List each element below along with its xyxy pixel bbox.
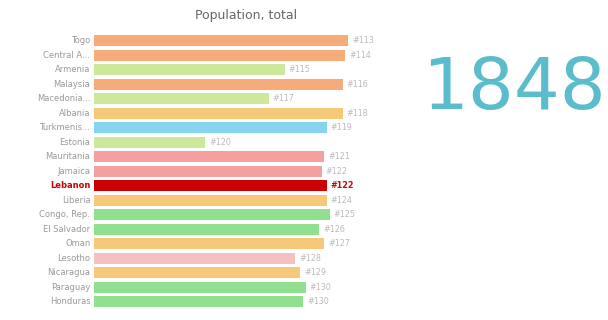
Text: Oman: Oman [65,239,90,248]
Text: #115: #115 [289,65,311,74]
Text: 1848: 1848 [422,55,606,124]
Text: #124: #124 [331,196,353,205]
Bar [94,35,348,46]
Text: Mauritania: Mauritania [46,152,90,161]
Bar [94,238,324,249]
Text: #118: #118 [347,109,368,118]
Text: Congo, Rep.: Congo, Rep. [40,210,90,219]
Text: #119: #119 [331,123,353,132]
Text: #130: #130 [307,297,329,306]
Text: Turkmenis...: Turkmenis... [40,123,90,132]
Bar [94,64,285,75]
Text: Albania: Albania [59,109,90,118]
Text: Jamaica: Jamaica [57,167,90,176]
Text: #128: #128 [299,254,321,263]
Text: #114: #114 [350,51,371,60]
Bar [94,137,206,148]
Text: Lesotho: Lesotho [57,254,90,263]
Text: Liberia: Liberia [61,196,90,205]
Text: #120: #120 [209,138,231,147]
Text: #116: #116 [347,80,368,89]
Text: Malaysia: Malaysia [54,80,90,89]
Text: #122: #122 [325,167,348,176]
Text: Togo: Togo [71,36,90,45]
Text: Central A...: Central A... [43,51,90,60]
Bar [94,267,300,278]
Bar [94,79,343,90]
Text: #130: #130 [309,283,331,292]
Bar [94,50,345,60]
Bar [94,93,269,104]
Text: #129: #129 [305,268,326,277]
Bar [94,122,327,133]
Text: #122: #122 [331,181,354,190]
Bar [94,296,303,307]
Text: Nicaragua: Nicaragua [47,268,90,277]
Text: Macedonia...: Macedonia... [36,94,90,103]
Bar [94,195,327,206]
Text: Estonia: Estonia [60,138,90,147]
Text: El Salvador: El Salvador [43,225,90,234]
Text: #125: #125 [333,210,356,219]
Text: Lebanon: Lebanon [50,181,90,190]
Bar [94,209,330,220]
Bar [94,282,306,292]
Bar [94,108,343,119]
Text: Armenia: Armenia [55,65,90,74]
Text: #126: #126 [323,225,345,234]
Text: #121: #121 [328,152,350,161]
Text: #127: #127 [328,239,350,248]
Text: #117: #117 [272,94,294,103]
Text: Paraguay: Paraguay [51,283,90,292]
Bar [94,166,322,177]
Bar [94,180,327,191]
Bar [94,151,324,162]
Text: Population, total: Population, total [195,9,297,22]
Bar [94,224,319,235]
Text: Honduras: Honduras [50,297,90,306]
Text: #113: #113 [352,36,374,45]
Bar [94,253,295,264]
